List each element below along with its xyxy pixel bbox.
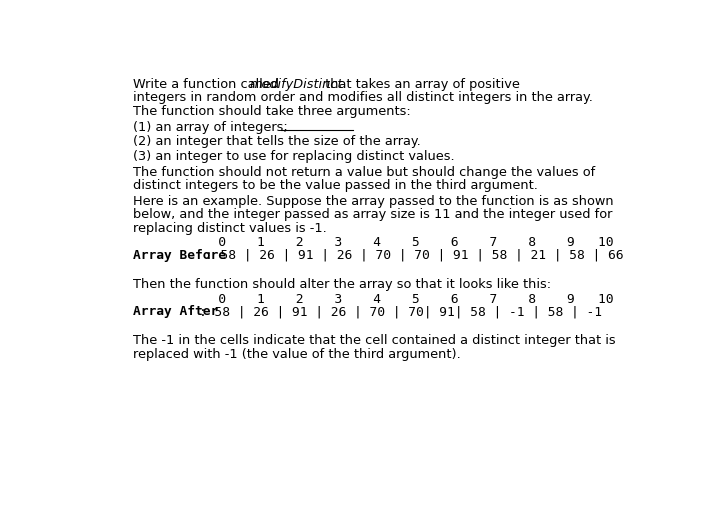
Text: (1) an array of integers;: (1) an array of integers;: [133, 121, 287, 133]
Text: The function should not return a value but should change the values of: The function should not return a value b…: [133, 165, 595, 178]
Text: (3) an integer to use for replacing distinct values.: (3) an integer to use for replacing dist…: [133, 149, 454, 162]
Text: The function should take three arguments:: The function should take three arguments…: [133, 105, 410, 118]
Text: : 58 | 26 | 91 | 26 | 70 | 70| 91| 58 | -1 | 58 | -1: : 58 | 26 | 91 | 26 | 70 | 70| 91| 58 | …: [199, 305, 602, 317]
Text: : 58 | 26 | 91 | 26 | 70 | 70 | 91 | 58 | 21 | 58 | 66: : 58 | 26 | 91 | 26 | 70 | 70 | 91 | 58 …: [205, 248, 623, 262]
Text: below, and the integer passed as array size is 11 and the integer used for: below, and the integer passed as array s…: [133, 208, 612, 221]
Text: Array Before: Array Before: [133, 248, 226, 262]
Text: integers in random order and modifies all distinct integers in the array.: integers in random order and modifies al…: [133, 91, 593, 105]
Text: that takes an array of positive: that takes an array of positive: [322, 78, 520, 91]
Text: 0    1    2    3    4    5    6    7    8    9   10: 0 1 2 3 4 5 6 7 8 9 10: [133, 292, 613, 305]
Text: replaced with -1 (the value of the third argument).: replaced with -1 (the value of the third…: [133, 347, 460, 360]
Text: 0    1    2    3    4    5    6    7    8    9   10: 0 1 2 3 4 5 6 7 8 9 10: [133, 236, 613, 249]
Text: Write a function called: Write a function called: [133, 78, 283, 91]
Text: Then the function should alter the array so that it looks like this:: Then the function should alter the array…: [133, 277, 551, 290]
Text: modifyDistinct: modifyDistinct: [249, 78, 342, 91]
Text: replacing distinct values is -1.: replacing distinct values is -1.: [133, 222, 327, 234]
Text: (2) an integer that tells the size of the array.: (2) an integer that tells the size of th…: [133, 135, 420, 148]
Text: The -1 in the cells indicate that the cell contained a distinct integer that is: The -1 in the cells indicate that the ce…: [133, 334, 615, 346]
Text: Array After: Array After: [133, 305, 218, 317]
Text: Here is an example. Suppose the array passed to the function is as shown: Here is an example. Suppose the array pa…: [133, 194, 613, 208]
Text: distinct integers to be the value passed in the third argument.: distinct integers to be the value passed…: [133, 179, 538, 192]
